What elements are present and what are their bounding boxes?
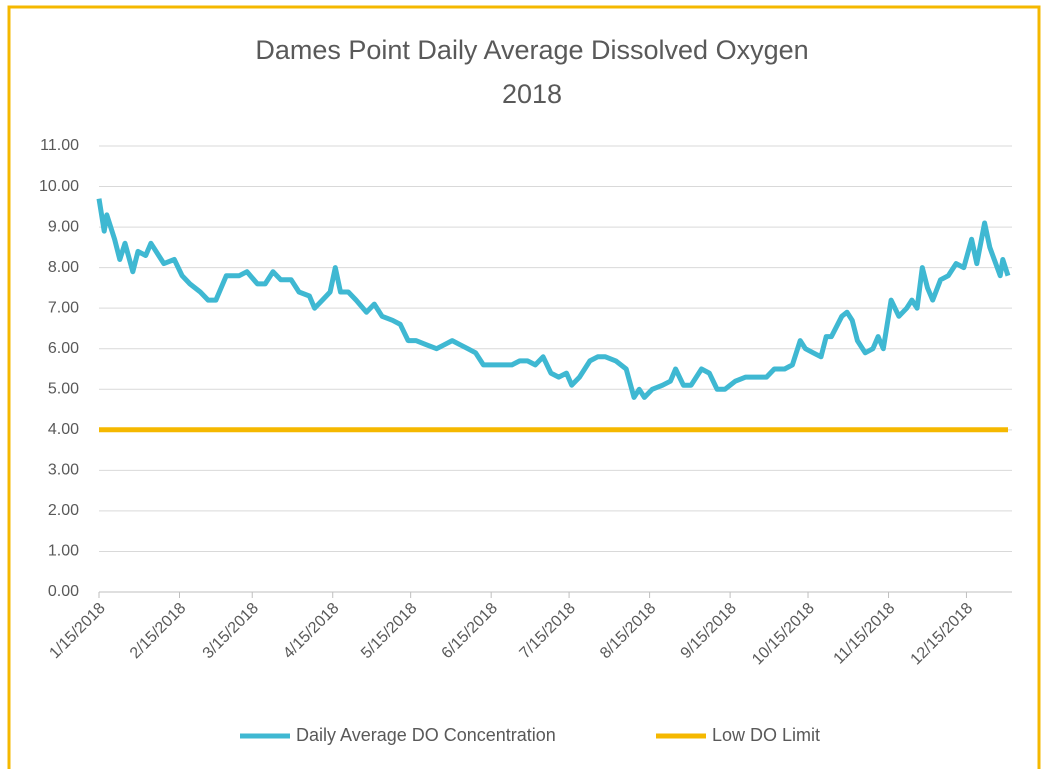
x-tick-label: 7/15/2018 (517, 600, 579, 662)
x-tick-label: 9/15/2018 (678, 600, 740, 662)
y-tick-label: 10.00 (39, 178, 79, 195)
series-line (96, 198, 1011, 400)
y-tick-label: 8.00 (48, 259, 79, 276)
x-tick-label: 12/15/2018 (908, 600, 977, 669)
y-tick-label: 1.00 (48, 543, 79, 560)
x-tick-label: 2/15/2018 (127, 600, 189, 662)
x-tick-label: 4/15/2018 (280, 600, 342, 662)
y-tick-label: 9.00 (48, 218, 79, 235)
x-tick-label: 5/15/2018 (358, 600, 420, 662)
x-tick-label: 1/15/2018 (46, 600, 108, 662)
x-tick-label: 8/15/2018 (597, 600, 659, 662)
y-tick-label: 4.00 (48, 421, 79, 438)
frame (7, 5, 1041, 769)
y-tick-label: 5.00 (48, 380, 79, 397)
legend-label: Daily Average DO Concentration (296, 725, 556, 745)
y-tick-label: 2.00 (48, 502, 79, 519)
x-tick-label: 6/15/2018 (439, 600, 501, 662)
y-tick-label: 11.00 (40, 137, 79, 154)
y-tick-label: 6.00 (48, 340, 79, 357)
chart-title: Dames Point Daily Average Dissolved Oxyg… (255, 35, 808, 65)
y-tick-label: 0.00 (48, 583, 79, 600)
x-tick-label: 10/15/2018 (749, 600, 818, 669)
x-tick-label: 11/15/2018 (831, 600, 899, 668)
legend-label: Low DO Limit (712, 725, 820, 745)
y-tick-label: 3.00 (48, 462, 79, 479)
x-tick-label: 3/15/2018 (200, 600, 262, 662)
chart-subtitle: 2018 (502, 79, 562, 109)
y-tick-label: 7.00 (48, 299, 79, 316)
